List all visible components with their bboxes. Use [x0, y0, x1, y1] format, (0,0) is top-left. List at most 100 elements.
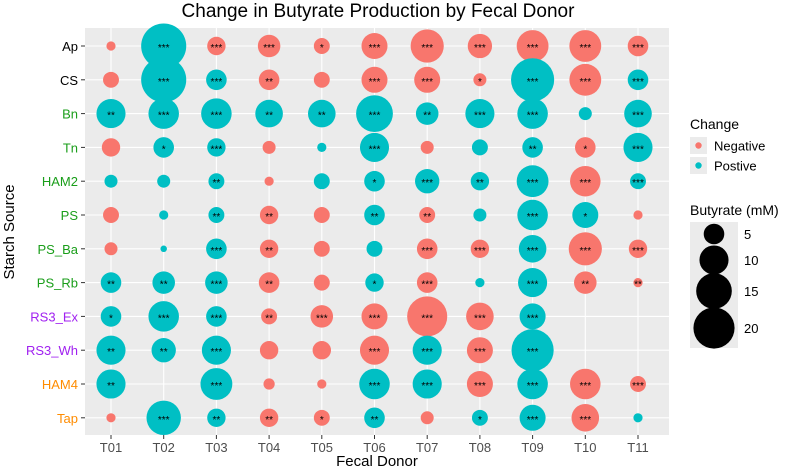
bubble-point — [415, 169, 440, 194]
significance-label: ** — [160, 347, 168, 358]
bubble-point — [141, 57, 187, 103]
significance-label: *** — [527, 43, 539, 54]
x-tick-label: T11 — [627, 440, 648, 455]
bubble-point — [473, 73, 487, 87]
bubble-point — [152, 271, 175, 294]
bubble-point — [313, 274, 330, 291]
bubble-point — [624, 99, 652, 128]
bubble-point — [416, 238, 438, 260]
bubble-point — [361, 32, 388, 60]
significance-label: *** — [369, 381, 381, 392]
bubble-point — [364, 407, 385, 429]
bubble-point — [207, 36, 226, 56]
y-tick-label: Ap — [62, 39, 78, 54]
bubble-point — [255, 99, 283, 128]
y-tick-label: PS_Ba — [38, 242, 79, 257]
significance-label: ** — [265, 313, 273, 324]
significance-label: *** — [579, 178, 591, 189]
bubble-point — [205, 271, 228, 294]
bubble-point — [414, 66, 441, 93]
bubble-point — [572, 201, 599, 229]
bubble-point — [471, 409, 488, 426]
significance-label: *** — [211, 111, 223, 122]
bubble-point — [100, 272, 122, 293]
significance-label: * — [373, 178, 377, 189]
significance-label: *** — [263, 43, 275, 54]
significance-label: *** — [527, 77, 539, 88]
bubble-point — [317, 379, 327, 389]
bubble-point — [200, 368, 233, 400]
bubble-point — [141, 23, 187, 69]
bubble-point — [364, 204, 385, 226]
significance-label: ** — [213, 415, 221, 426]
significance-label: *** — [632, 77, 644, 88]
significance-label: ** — [634, 280, 642, 291]
significance-label: *** — [369, 77, 381, 88]
bubble-point — [466, 337, 493, 364]
bubble-point — [569, 30, 602, 62]
significance-label: *** — [421, 381, 433, 392]
significance-label: ** — [107, 280, 115, 291]
bubble-point — [310, 305, 334, 328]
significance-label: ** — [581, 280, 589, 291]
bubble-point — [571, 404, 600, 432]
y-tick-label: RS3_Wh — [26, 343, 78, 358]
legend-change-title: Change — [690, 116, 739, 132]
bubble-point — [410, 29, 444, 63]
bubble-point — [365, 273, 384, 292]
bubble-point — [361, 303, 388, 330]
bubble-point — [106, 413, 116, 423]
bubble-point — [257, 34, 281, 58]
legend-size-swatch — [696, 273, 732, 309]
bubble-point — [313, 409, 330, 426]
significance-label: *** — [474, 381, 486, 392]
significance-label: * — [478, 415, 482, 426]
bubble-point — [575, 137, 596, 158]
significance-label: *** — [474, 313, 486, 324]
legend-item-label: Postive — [714, 159, 757, 174]
bubble-point — [470, 239, 490, 258]
legend-item-label: 20 — [744, 321, 758, 336]
significance-label: *** — [421, 313, 433, 324]
bubble-point — [519, 303, 546, 330]
bubble-point — [104, 174, 118, 188]
bubble-point — [420, 411, 434, 425]
bubble-point — [627, 69, 649, 91]
significance-label: *** — [211, 347, 223, 358]
significance-label: *** — [369, 144, 381, 155]
significance-label: ** — [213, 178, 221, 189]
significance-label: *** — [158, 313, 170, 324]
bubble-point — [364, 170, 385, 192]
significance-label: *** — [579, 246, 591, 257]
significance-label: *** — [421, 178, 433, 189]
x-tick-label: T09 — [521, 440, 543, 455]
bubble-point — [630, 376, 646, 392]
bubble-point — [261, 308, 278, 325]
significance-label: * — [583, 212, 587, 223]
y-tick-label: HAM2 — [42, 174, 78, 189]
significance-label: ** — [476, 178, 484, 189]
bubble-point — [518, 268, 548, 298]
significance-label: * — [109, 313, 113, 324]
bubble-point — [366, 240, 383, 257]
significance-label: * — [373, 280, 377, 291]
x-axis-ticks: T01 T02 T03 T04 T05 T06 T07 T08 T09 T10 T11 — [100, 435, 649, 455]
significance-label: ** — [107, 111, 115, 122]
significance-label: *** — [474, 347, 486, 358]
legend-size-title: Butyrate (mM) — [690, 202, 779, 218]
significance-label: *** — [211, 43, 223, 54]
significance-label: *** — [632, 144, 644, 155]
bubble-point — [359, 132, 390, 162]
significance-label: *** — [632, 178, 644, 189]
y-axis-ticks: Ap CS Bn Tn HAM2 PS PS_Ba PS_Rb RS3_Ex RS3_Wh HAM4… — [26, 39, 85, 426]
significance-label: *** — [579, 415, 591, 426]
significance-label: ** — [107, 347, 115, 358]
significance-label: *** — [369, 111, 381, 122]
significance-label: * — [162, 144, 166, 155]
legend-swatch — [695, 162, 702, 169]
bubble-point — [471, 139, 488, 156]
bubble-point — [517, 98, 548, 129]
legend-size: Butyrate (mM) 5 10 15 20 — [690, 202, 779, 349]
bubble-point — [148, 301, 179, 332]
bubble-point — [96, 369, 126, 399]
